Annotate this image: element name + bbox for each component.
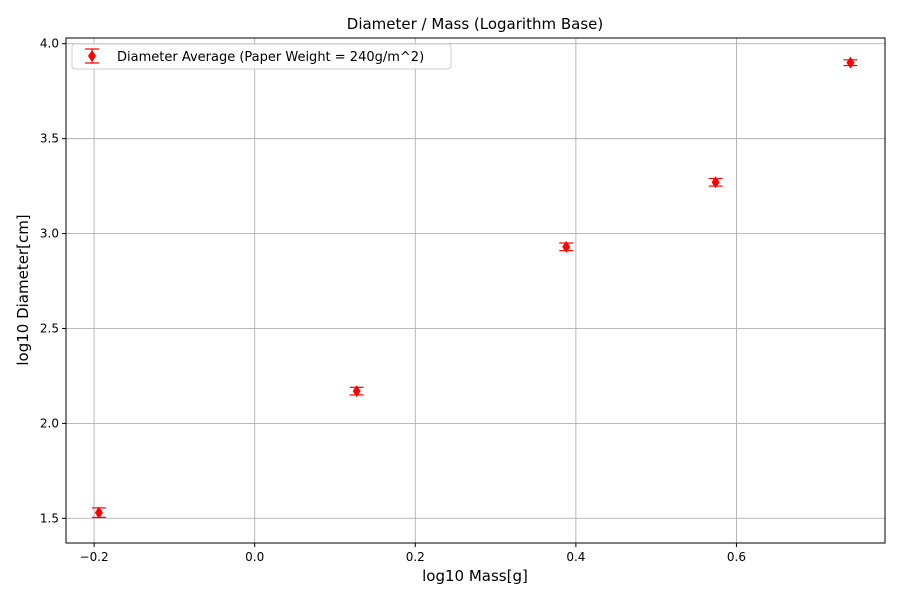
y-tick-label: 2.0 <box>40 416 59 430</box>
y-axis-label: log10 Diameter[cm] <box>14 214 32 365</box>
data-point <box>559 240 574 253</box>
plot-frame <box>65 37 886 544</box>
x-tick-label: 0.6 <box>727 550 746 564</box>
x-tick-label: −0.2 <box>80 550 109 564</box>
x-tick-label: 0.0 <box>245 550 264 564</box>
legend-diamond-marker <box>88 50 96 62</box>
data-point <box>91 506 106 519</box>
diamond-marker <box>711 176 720 189</box>
legend-label: Diameter Average (Paper Weight = 240g/m^… <box>117 50 424 65</box>
y-tick-label: 4.0 <box>40 37 59 51</box>
y-tick-label: 3.0 <box>40 227 59 241</box>
data-point <box>708 176 723 189</box>
diamond-marker <box>352 385 361 398</box>
ticks: −0.2 0.0 0.2 0.4 0.6 1.5 2.0 2.5 3.0 3.5 4.0 <box>40 37 746 564</box>
y-tick-label: 3.5 <box>40 132 59 146</box>
diamond-marker <box>94 506 103 519</box>
data-point <box>843 56 858 69</box>
legend-box <box>71 43 452 70</box>
data-points <box>91 56 858 519</box>
legend-marker <box>85 48 99 64</box>
grid <box>66 38 885 543</box>
y-tick-label: 1.5 <box>40 511 59 525</box>
diamond-marker <box>846 56 855 69</box>
x-axis-label: log10 Mass[g] <box>422 567 528 585</box>
x-tick-label: 0.4 <box>566 550 585 564</box>
legend: Diameter Average (Paper Weight = 240g/m^… <box>71 43 452 70</box>
y-tick-label: 2.5 <box>40 321 59 335</box>
diamond-marker <box>562 240 571 253</box>
x-tick-label: 0.2 <box>406 550 425 564</box>
chart-title: Diameter / Mass (Logarithm Base) <box>347 15 603 33</box>
data-point <box>349 385 364 398</box>
